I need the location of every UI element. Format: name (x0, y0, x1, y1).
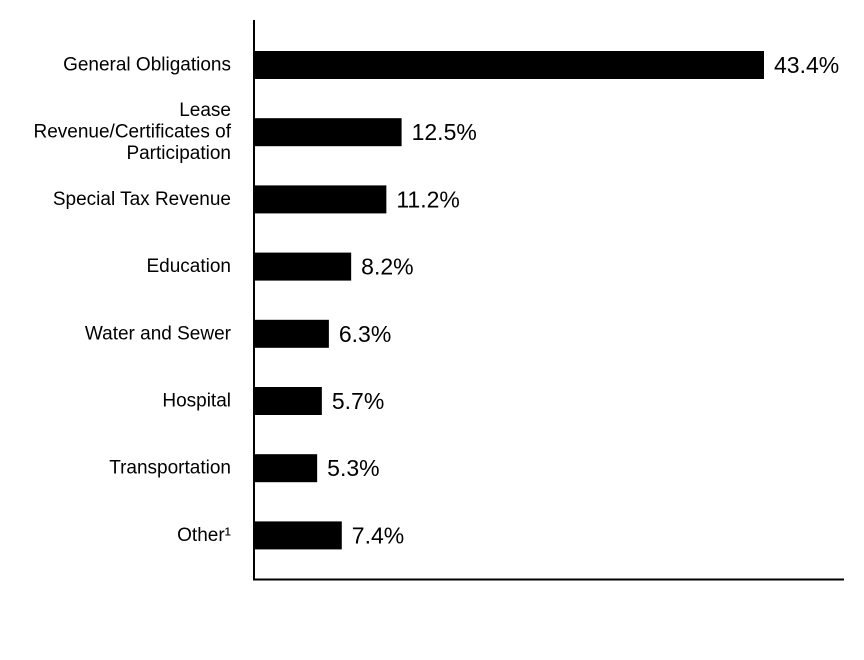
bar (255, 521, 342, 550)
bar (255, 319, 329, 348)
bar (255, 51, 764, 79)
category-labels-layer: General Obligations Lease Revenue/Certific… (34, 55, 232, 546)
category-label-line: Revenue/Certificates of (34, 122, 232, 143)
bar (255, 454, 318, 483)
category-label-line: Lease (179, 100, 231, 121)
category-label: Hospital (162, 391, 231, 412)
category-label: Other¹ (177, 525, 231, 546)
bar-value-label: 43.4% (774, 52, 839, 78)
bar (255, 185, 387, 214)
bar (255, 252, 352, 281)
category-label-line: General Obligations (63, 55, 231, 76)
category-label-line: Water and Sewer (85, 323, 232, 344)
bar-value-label: 6.3% (339, 321, 391, 347)
bar-value-label: 11.2% (396, 186, 460, 212)
bar-value-label: 8.2% (361, 254, 413, 280)
value-labels-layer: 43.4% 12.5% 11.2% 8.2% 6.3% 5.7% 5.3% 7.4% (327, 52, 839, 548)
category-label-line: Participation (126, 143, 231, 164)
category-label-line: Special Tax Revenue (53, 189, 231, 210)
category-label: Water and Sewer (85, 323, 232, 344)
category-label-line: Other¹ (177, 525, 231, 546)
bar-value-label: 5.3% (327, 455, 379, 481)
category-label-line: Transportation (109, 458, 231, 479)
bar (255, 118, 402, 147)
category-label: Lease Revenue/Certificates of Participatio… (34, 100, 232, 164)
bars-layer (255, 51, 764, 550)
bar-value-label: 5.7% (332, 388, 384, 414)
category-label-line: Hospital (162, 391, 231, 412)
bar-value-label: 12.5% (412, 119, 477, 145)
bar (255, 387, 322, 415)
bar-value-label: 7.4% (352, 522, 404, 548)
category-label-line: Education (146, 256, 231, 277)
category-label: Transportation (109, 458, 231, 479)
category-label: Special Tax Revenue (53, 189, 231, 210)
category-label: Education (146, 256, 231, 277)
category-label: General Obligations (63, 55, 231, 76)
